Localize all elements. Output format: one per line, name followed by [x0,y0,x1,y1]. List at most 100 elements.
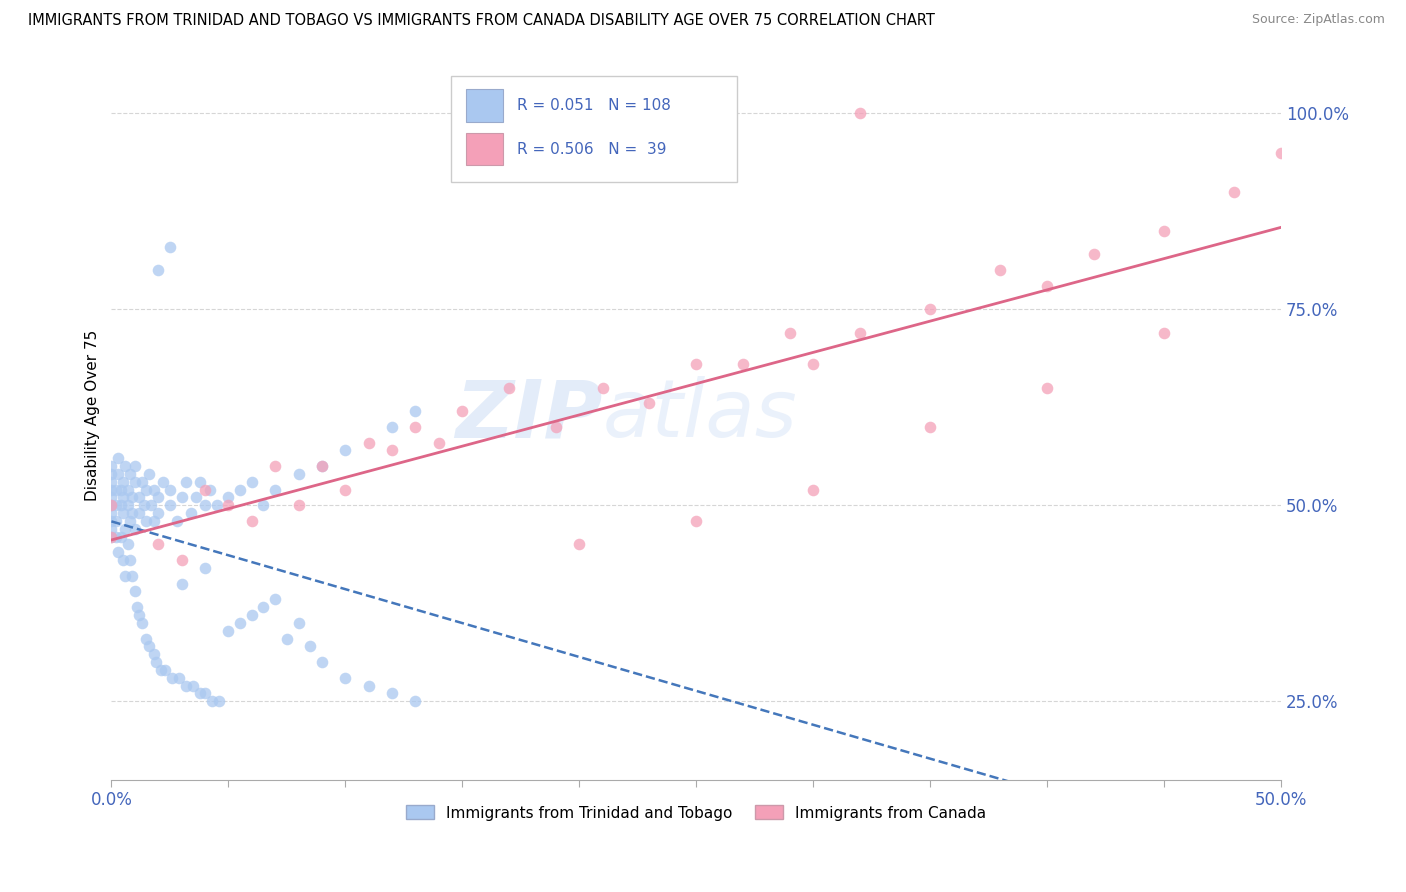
Point [685,514,707,528]
Point [849,106,872,120]
Point [1153,224,1175,238]
Point [240,514,263,528]
Text: Source: ZipAtlas.com: Source: ZipAtlas.com [1251,13,1385,27]
Point [287,498,309,512]
Point [335,443,357,458]
Point [120,467,142,481]
Point [107,545,129,559]
Point [1036,381,1059,395]
FancyBboxPatch shape [465,133,503,166]
Point [405,404,427,418]
Point [174,475,197,489]
Point [142,483,165,497]
Point [138,640,160,654]
Point [124,459,146,474]
Point [849,326,872,340]
Point [100,483,122,497]
Point [311,655,333,669]
Point [217,498,239,512]
Point [498,381,520,395]
Point [188,475,211,489]
Point [287,615,309,630]
Legend: Immigrants from Trinidad and Tobago, Immigrants from Canada: Immigrants from Trinidad and Tobago, Imm… [401,799,993,827]
Point [188,686,211,700]
Point [174,679,197,693]
Point [100,514,122,528]
Point [205,498,228,512]
Point [264,459,287,474]
Point [592,381,614,395]
Point [100,467,122,481]
Point [240,607,263,622]
Point [148,537,170,551]
Point [100,498,122,512]
Point [638,396,661,410]
Point [120,514,142,528]
Point [252,498,274,512]
Point [335,671,357,685]
Point [107,467,129,481]
Point [121,569,143,583]
Point [405,694,427,708]
Point [184,491,207,505]
Point [121,506,143,520]
Point [276,632,298,646]
Point [381,443,404,458]
Point [124,475,146,489]
Point [311,459,333,474]
Point [166,514,188,528]
Point [105,483,128,497]
Point [121,491,143,505]
Point [100,530,122,544]
Point [299,640,322,654]
Point [357,435,380,450]
FancyBboxPatch shape [465,89,503,121]
Point [148,506,170,520]
Point [170,576,193,591]
Point [120,553,142,567]
Text: ZIP: ZIP [456,376,603,454]
Point [152,475,174,489]
Point [159,483,181,497]
Point [264,483,287,497]
Point [451,404,474,418]
Point [1270,145,1292,160]
Point [685,357,707,371]
Point [100,506,122,520]
Point [155,663,177,677]
Point [198,483,221,497]
Point [100,491,122,505]
Point [110,530,132,544]
Point [217,491,239,505]
Y-axis label: Disability Age Over 75: Disability Age Over 75 [86,329,100,500]
Point [988,263,1011,277]
Point [114,569,136,583]
Point [208,694,231,708]
Point [148,263,170,277]
Point [159,239,181,253]
Point [110,498,132,512]
Point [229,615,252,630]
Point [134,498,156,512]
Point [229,483,252,497]
Text: R = 0.051   N = 108: R = 0.051 N = 108 [517,98,671,113]
Point [100,522,122,536]
Point [131,615,153,630]
Point [181,679,204,693]
Point [112,553,135,567]
Point [731,357,754,371]
Point [427,435,450,450]
Point [381,686,404,700]
Point [142,647,165,661]
Text: R = 0.506   N =  39: R = 0.506 N = 39 [517,142,666,157]
Point [252,600,274,615]
Point [128,607,150,622]
Point [112,506,135,520]
Point [568,537,591,551]
Point [100,530,122,544]
Point [149,663,172,677]
Point [240,475,263,489]
Point [114,522,136,536]
Point [180,506,202,520]
Point [381,420,404,434]
